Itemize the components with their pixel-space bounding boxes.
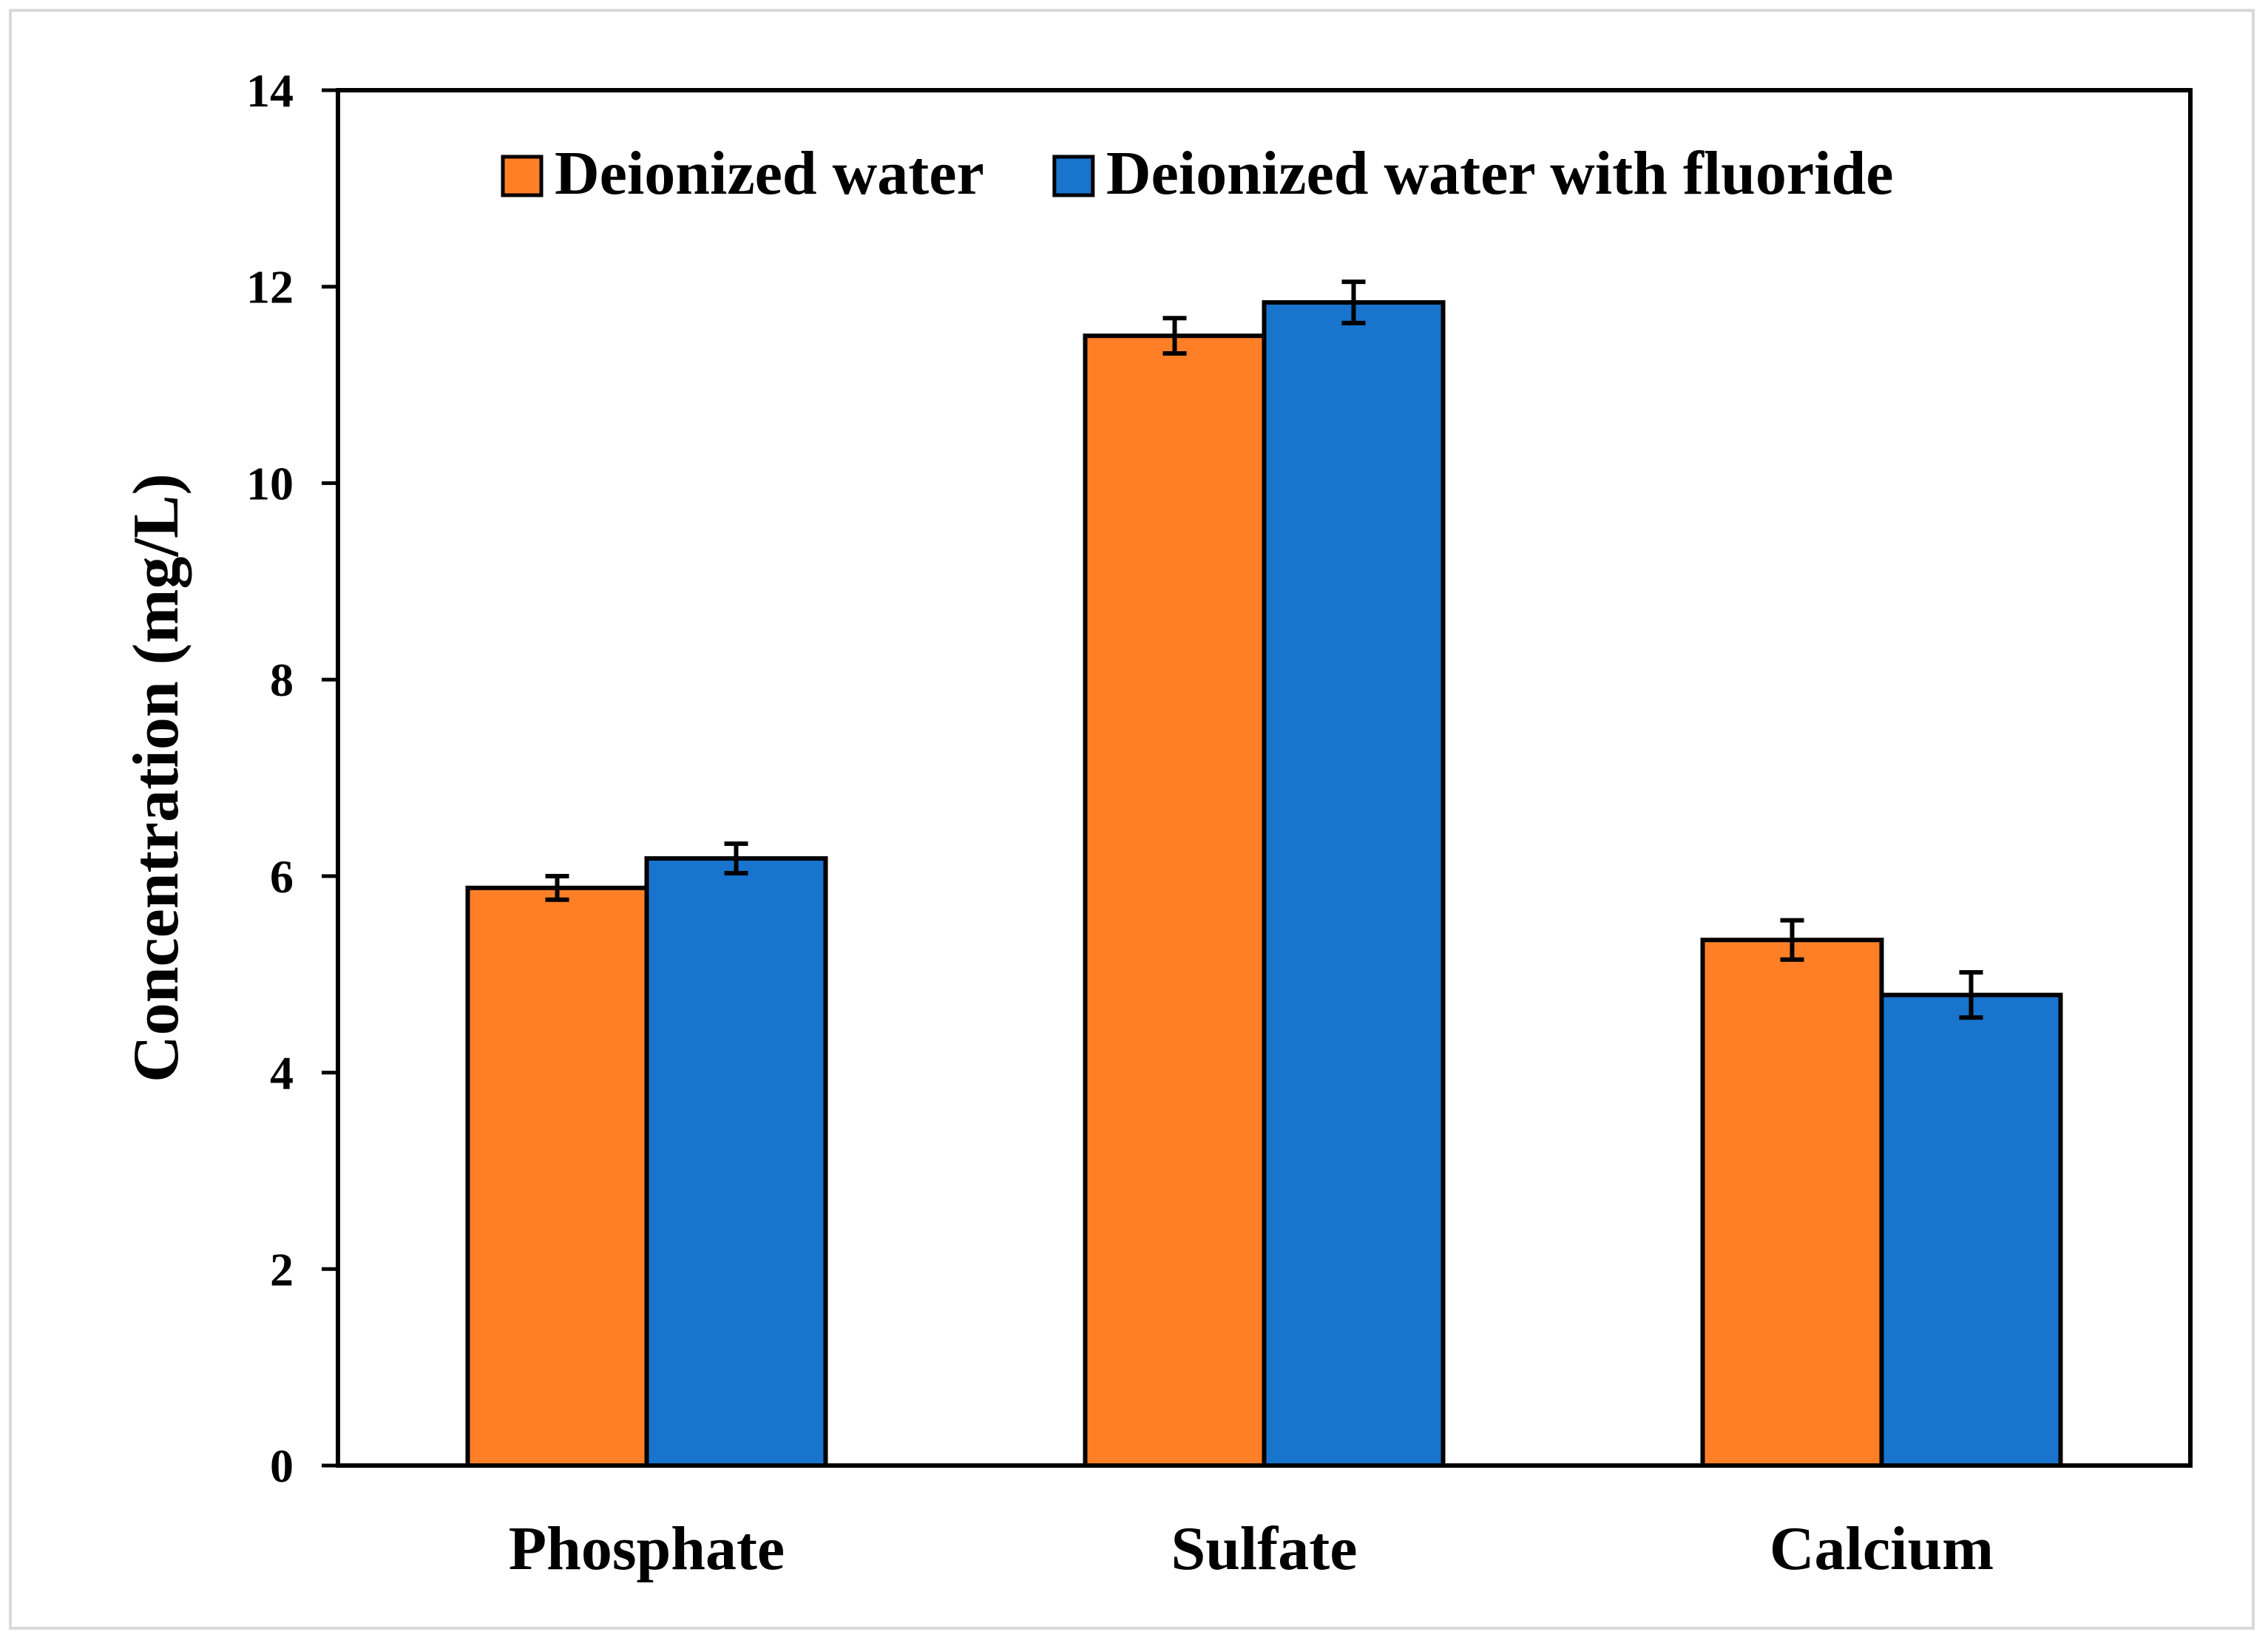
x-category-label: Phosphate xyxy=(509,1514,785,1583)
bar-phosphate-series-2 xyxy=(644,856,828,1468)
bar-calcium-series-1 xyxy=(1700,938,1884,1468)
legend: Deionized water Deionized water with fluo… xyxy=(501,139,1894,208)
legend-label-series-2: Deionized water with fluoride xyxy=(1106,139,1894,208)
legend-label-series-1: Deionized water xyxy=(555,139,984,208)
bar-sulfate-series-2 xyxy=(1262,299,1446,1468)
y-tick-label: 10 xyxy=(246,457,294,509)
y-tick-label: 8 xyxy=(270,654,294,706)
y-axis-title: Concentration (mg/L) xyxy=(121,473,192,1083)
y-tick-label: 4 xyxy=(270,1047,294,1100)
y-tick-label: 6 xyxy=(270,850,294,903)
legend-swatch-series-2 xyxy=(1052,155,1095,197)
y-axis-ticks: 0 2 4 6 8 10 12 14 xyxy=(246,64,338,1492)
axes-layer xyxy=(336,88,2193,1468)
bars-layer xyxy=(465,299,2063,1468)
bar-sulfate-series-1 xyxy=(1083,333,1267,1468)
y-tick-label: 14 xyxy=(246,64,294,117)
bar-phosphate-series-1 xyxy=(465,885,649,1468)
x-category-label: Sulfate xyxy=(1171,1514,1358,1583)
bar-calcium-series-2 xyxy=(1879,992,2063,1468)
plot-area-frame xyxy=(336,88,2193,1468)
y-tick-label: 0 xyxy=(270,1440,294,1492)
error-bars-layer xyxy=(545,280,1983,1020)
x-axis-categories: Phosphate Sulfate Calcium xyxy=(509,1514,1994,1583)
x-category-label: Calcium xyxy=(1770,1514,1994,1583)
y-tick-label: 2 xyxy=(270,1243,294,1295)
legend-swatch-series-1 xyxy=(501,155,544,197)
y-tick-label: 12 xyxy=(246,261,294,314)
